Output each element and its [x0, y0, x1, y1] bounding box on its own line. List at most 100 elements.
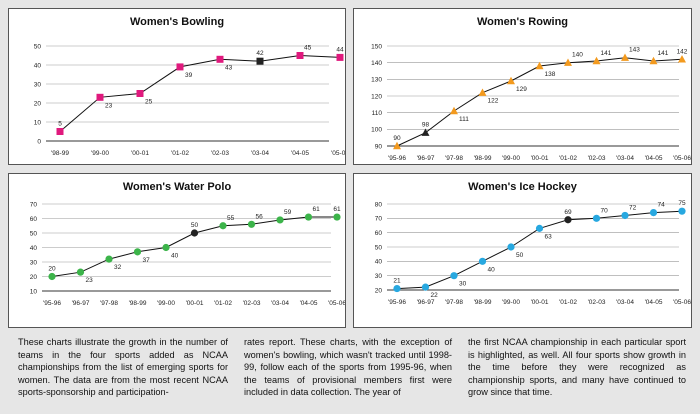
- data-label: 138: [545, 71, 556, 78]
- data-label: 40: [171, 253, 179, 260]
- data-point: [48, 272, 56, 281]
- y-tick-label: 90: [375, 143, 383, 150]
- data-label: 90: [393, 135, 401, 142]
- y-tick-label: 40: [30, 245, 38, 252]
- x-tick-label: '95-96: [43, 300, 61, 307]
- data-point: [162, 243, 170, 252]
- data-label: 63: [545, 233, 553, 240]
- data-label: 61: [333, 206, 341, 213]
- data-point: [592, 56, 601, 65]
- x-tick-label: '03-04: [616, 299, 634, 306]
- data-label: 111: [459, 116, 469, 123]
- x-tick-label: '03-04: [251, 150, 269, 157]
- data-point: [564, 58, 572, 66]
- data-label: 59: [284, 209, 292, 216]
- chart-rowing: Women's Rowing 90 100 110 120 130 140 150 '95-96…: [371, 16, 691, 162]
- data-label: 22: [431, 292, 439, 299]
- y-tick-label: 0: [37, 138, 41, 145]
- y-tick-label: 10: [34, 119, 42, 126]
- data-point: [96, 93, 104, 101]
- y-tick-label: 50: [34, 43, 42, 50]
- x-tick-label: '98-99: [129, 300, 147, 307]
- x-tick-label: '05-06: [673, 299, 691, 306]
- data-point: [276, 216, 284, 224]
- data-point: [507, 76, 515, 85]
- chart-title: Women's Water Polo: [123, 181, 232, 193]
- data-label: 98: [422, 122, 430, 129]
- caption-col-3: the first NCAA championship in each part…: [468, 337, 686, 398]
- series-line: [396, 57, 683, 147]
- x-tick-label: '96-97: [417, 155, 435, 162]
- data-point: [678, 55, 686, 63]
- data-point: [296, 52, 304, 59]
- data-label: 43: [225, 64, 233, 71]
- x-tick-label: '05-06: [331, 150, 345, 157]
- x-tick-label: '99-00: [91, 150, 109, 157]
- data-point: [450, 272, 458, 280]
- x-tick-label: '97-98: [100, 300, 118, 307]
- y-tick-label: 120: [371, 93, 382, 100]
- data-label: 23: [105, 102, 113, 109]
- y-tick-label: 70: [375, 216, 383, 223]
- x-tick-label: '03-04: [271, 300, 289, 307]
- x-tick-label: '05-06: [328, 300, 345, 307]
- data-label: 129: [516, 86, 527, 93]
- y-tick-label: 40: [34, 62, 42, 69]
- data-point: [678, 207, 686, 215]
- data-point: [621, 53, 629, 61]
- data-label: 23: [86, 277, 94, 284]
- data-label: 141: [601, 50, 612, 57]
- y-tick-label: 130: [371, 77, 382, 84]
- data-point: [393, 141, 401, 150]
- x-tick-label: '97-98: [445, 299, 463, 306]
- x-tick-label: '97-98: [445, 155, 463, 162]
- chart-panel-ice-hockey: Women's Ice Hockey 20 30 40 50 60 70 80 '95-96 '9…: [353, 173, 692, 328]
- y-tick-label: 80: [375, 201, 383, 208]
- x-tick-label: '02-03: [211, 150, 229, 157]
- y-tick-label: 150: [371, 43, 382, 50]
- x-tick-label: '99-00: [502, 299, 520, 306]
- chart-title: Women's Rowing: [477, 16, 568, 28]
- y-tick-label: 140: [371, 60, 382, 67]
- chart-water-polo: Women's Water Polo 10 20 30 40 50 60 70 '95-96 '9…: [30, 181, 345, 307]
- data-label: 140: [572, 52, 583, 59]
- data-point: [247, 220, 256, 228]
- y-tick-label: 100: [371, 127, 382, 134]
- data-label: 39: [185, 72, 193, 79]
- data-label: 21: [393, 278, 401, 285]
- data-point: [450, 106, 458, 115]
- y-tick-label: 60: [375, 230, 383, 237]
- data-label: 45: [304, 45, 312, 52]
- x-tick-label: '05-06: [673, 155, 691, 162]
- data-point: [535, 61, 544, 70]
- data-point: [333, 213, 341, 221]
- x-tick-label: '00-01: [531, 299, 549, 306]
- chart-panel-water-polo: Women's Water Polo 10 20 30 40 50 60 70 '95-96 '9…: [8, 173, 346, 328]
- data-point: [256, 57, 264, 65]
- data-point: [535, 224, 544, 232]
- x-tick-label: '99-00: [157, 300, 175, 307]
- data-point: [133, 248, 142, 256]
- x-tick-label: '95-96: [388, 299, 406, 306]
- data-point: [421, 128, 430, 136]
- data-point: [304, 213, 313, 221]
- x-tick-label: '04-05: [300, 300, 318, 307]
- x-tick-label: '01-02: [559, 155, 577, 162]
- data-point: [649, 209, 658, 217]
- data-point: [176, 63, 184, 71]
- data-label: 5: [58, 121, 62, 128]
- data-label: 72: [629, 204, 637, 211]
- data-label: 143: [629, 47, 640, 54]
- x-tick-label: '99-00: [502, 155, 520, 162]
- data-point: [216, 55, 224, 63]
- x-tick-label: '02-03: [588, 155, 606, 162]
- data-label: 56: [256, 213, 264, 220]
- data-point: [219, 222, 227, 230]
- x-tick-label: '03-04: [616, 155, 634, 162]
- data-label: 74: [658, 202, 666, 209]
- data-label: 141: [658, 50, 669, 57]
- caption-col-2: rates report. These charts, with the exc…: [244, 337, 452, 398]
- data-label: 122: [488, 98, 499, 105]
- y-tick-label: 70: [30, 201, 38, 208]
- series-line: [59, 54, 341, 132]
